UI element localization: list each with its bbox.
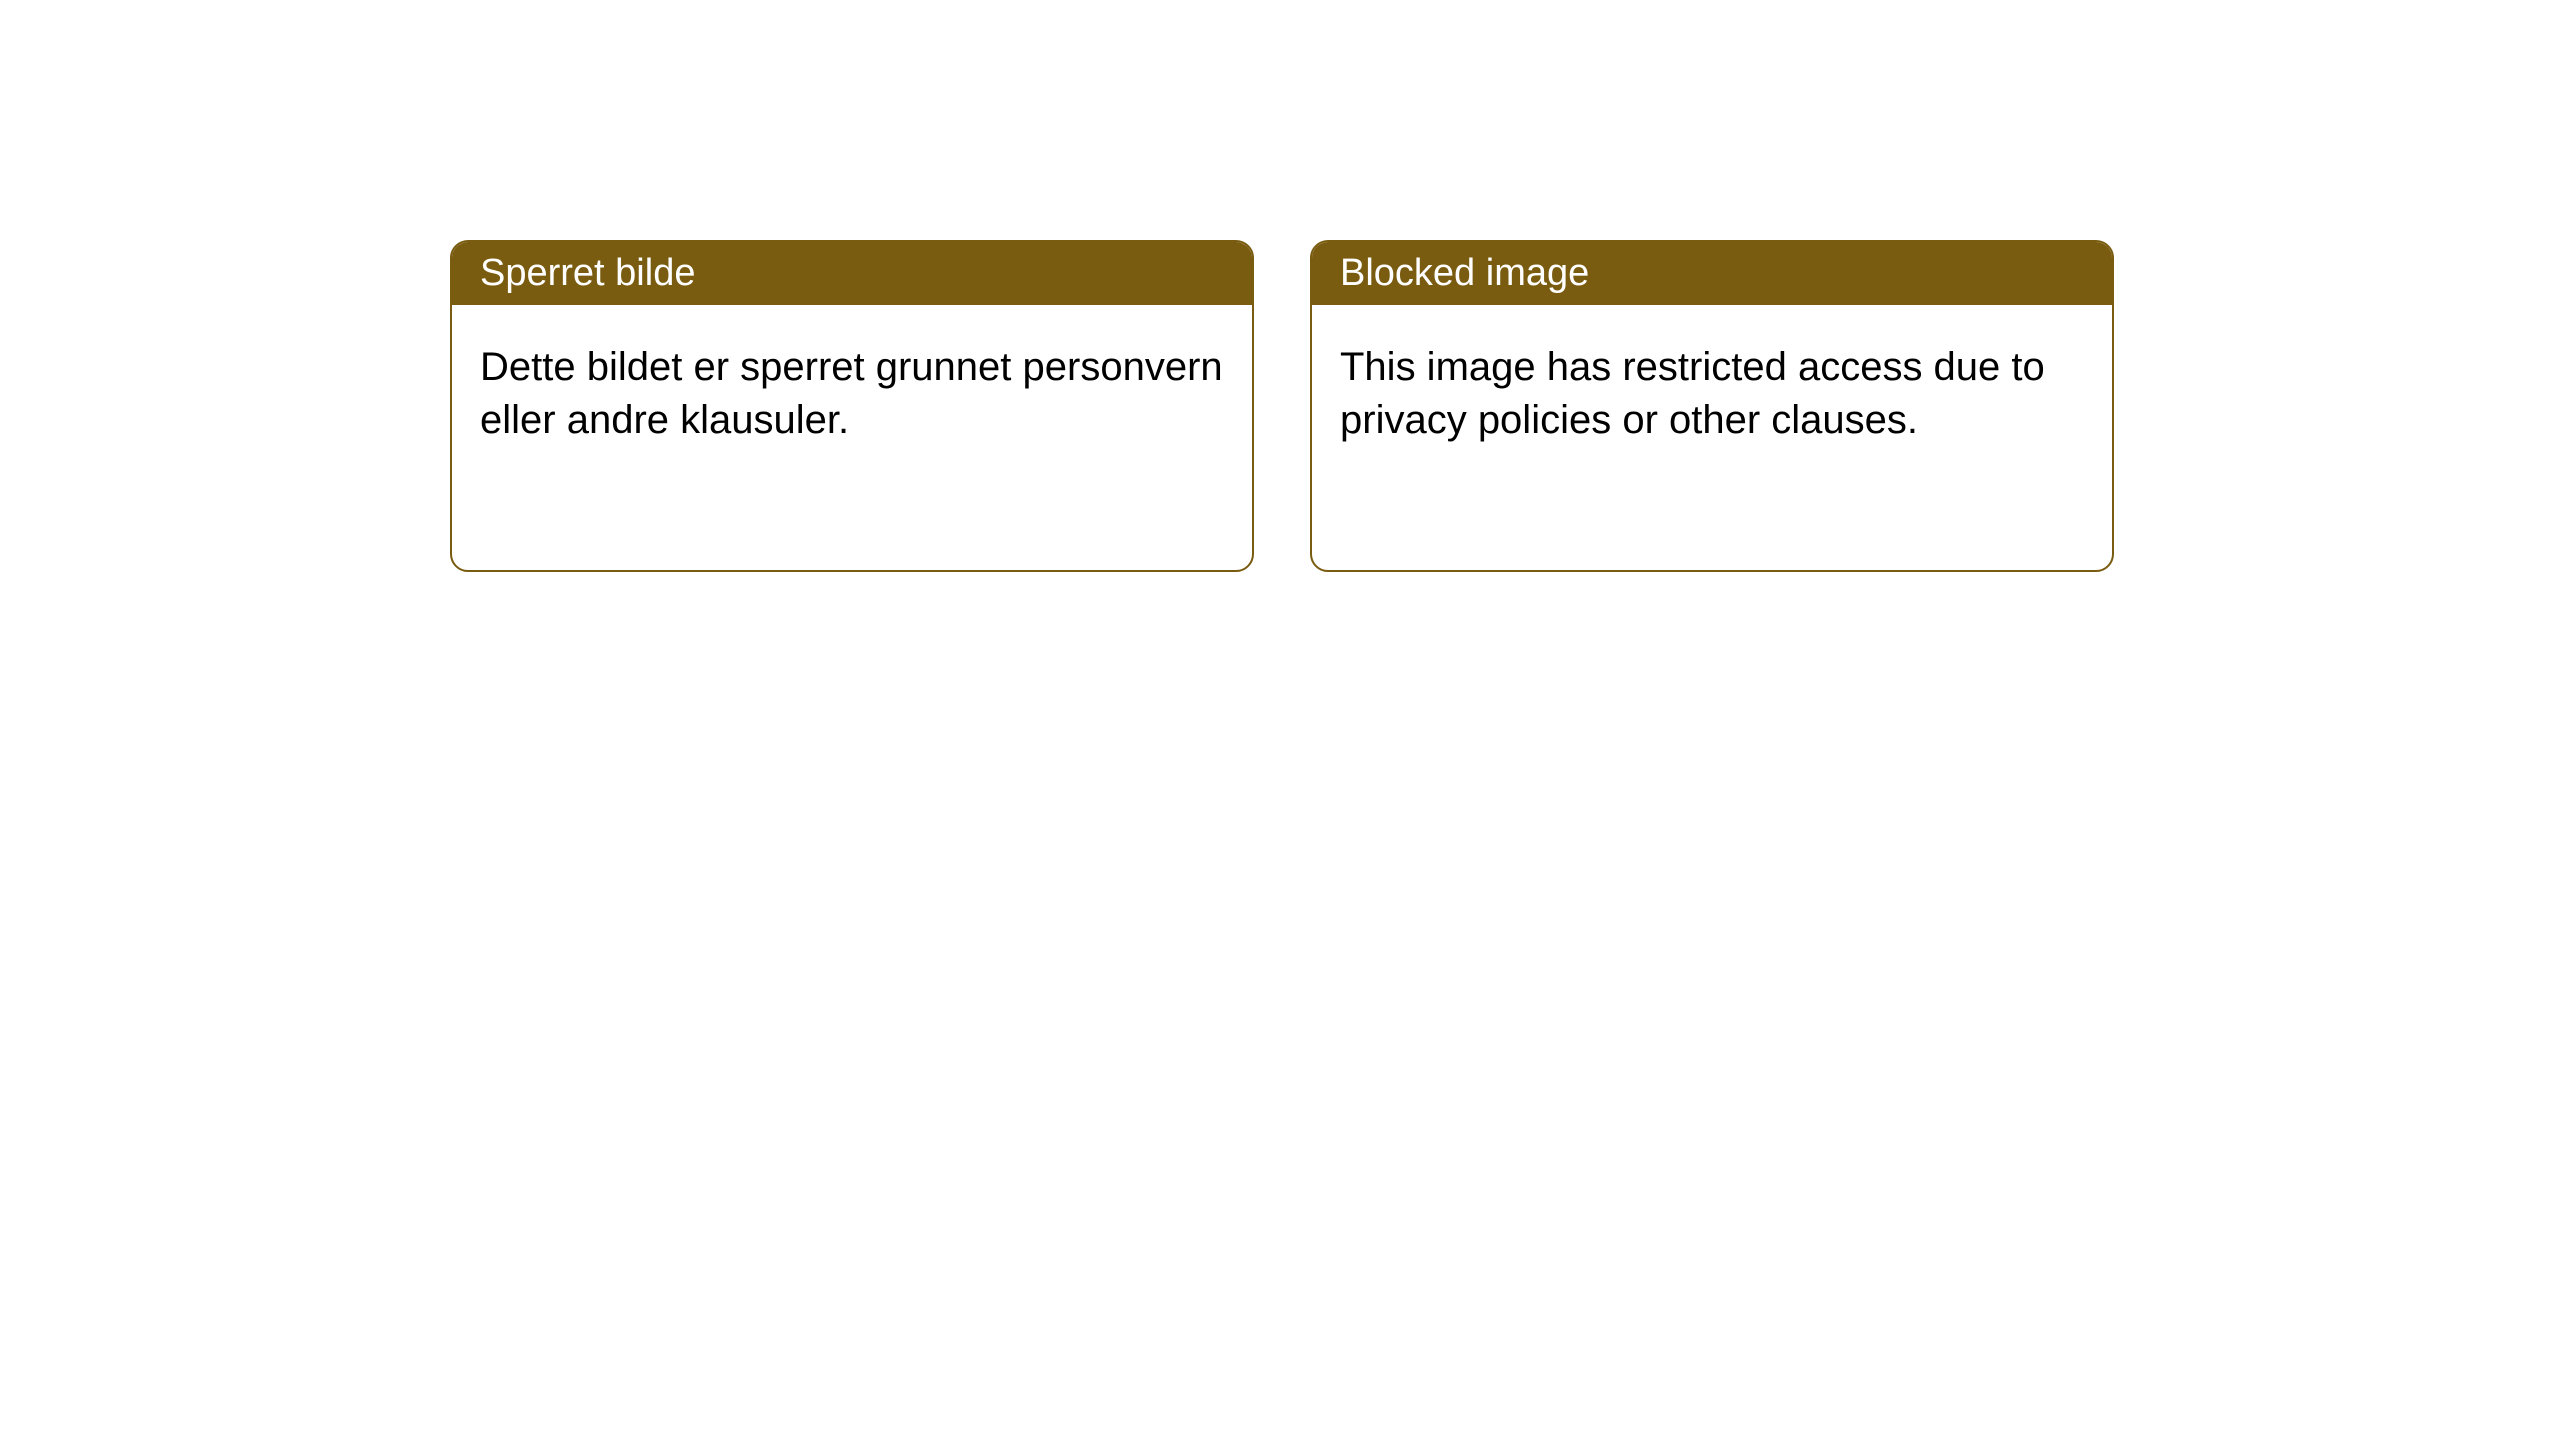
notice-title: Sperret bilde (480, 252, 695, 294)
notice-body: This image has restricted access due to … (1312, 305, 2112, 475)
notice-header: Sperret bilde (452, 242, 1252, 305)
notice-body-text: This image has restricted access due to … (1340, 345, 2045, 442)
notice-body: Dette bildet er sperret grunnet personve… (452, 305, 1252, 475)
notice-card-english: Blocked image This image has restricted … (1310, 240, 2114, 572)
notice-card-norwegian: Sperret bilde Dette bildet er sperret gr… (450, 240, 1254, 572)
notice-header: Blocked image (1312, 242, 2112, 305)
notice-title: Blocked image (1340, 252, 1589, 294)
notice-body-text: Dette bildet er sperret grunnet personve… (480, 345, 1223, 442)
notices-container: Sperret bilde Dette bildet er sperret gr… (450, 240, 2114, 572)
